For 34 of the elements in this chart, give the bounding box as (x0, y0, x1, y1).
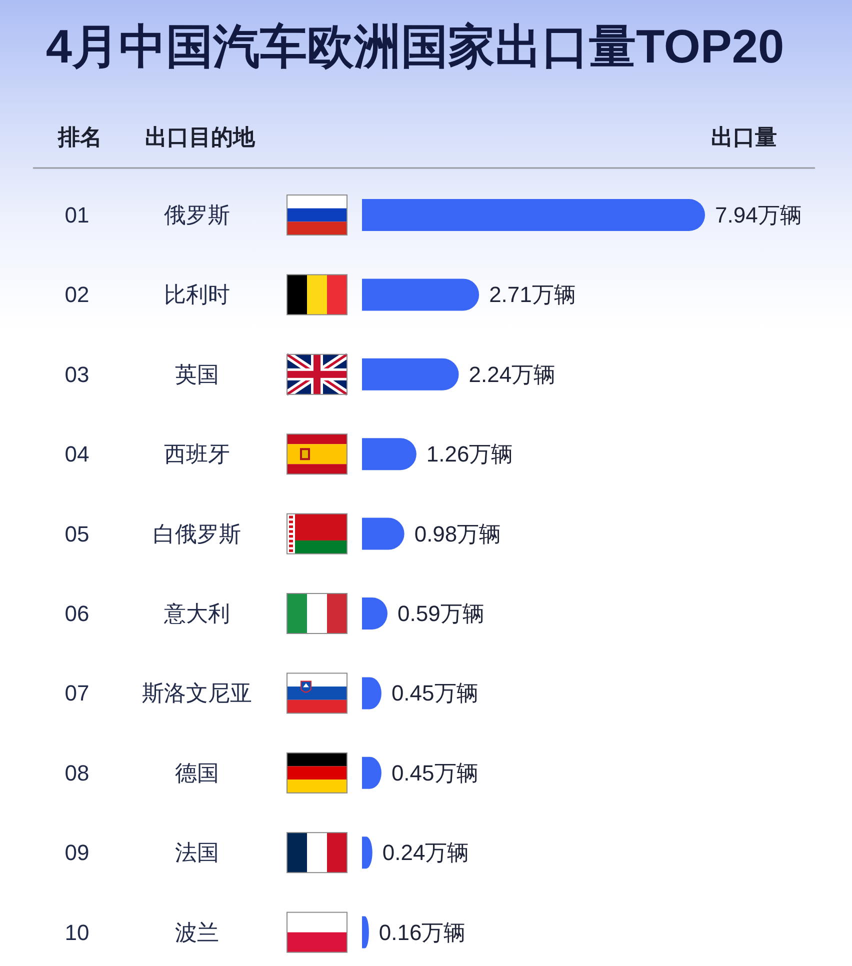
y-tick-label: 英国 (175, 362, 219, 387)
data-label: 0.45万辆 (391, 760, 478, 786)
y-axis-title: 出口目的地 (145, 124, 256, 150)
y-tick-label: 斯洛文尼亚 (142, 680, 252, 706)
data-label: 2.71万辆 (489, 282, 576, 308)
y-tick-label: 法国 (175, 840, 219, 866)
y-tick-label: 德国 (175, 760, 219, 786)
y-tick-label: 西班牙 (164, 442, 230, 467)
text: 01 (64, 202, 90, 228)
y-tick-label: 波兰 (175, 920, 219, 945)
text: 07 (64, 680, 90, 706)
y-tick-label: 白俄罗斯 (153, 521, 241, 546)
text: 08 (64, 760, 90, 786)
data-label: 0.59万辆 (397, 601, 484, 626)
text: 10 (64, 920, 90, 945)
text: 04 (64, 442, 90, 467)
text: 05 (64, 521, 90, 546)
text: 06 (64, 601, 90, 626)
text: 02 (64, 282, 90, 308)
text: 09 (64, 840, 90, 866)
data-label: 1.26万辆 (426, 442, 514, 467)
data-label: 2.24万辆 (468, 362, 556, 387)
data-label: 0.16万辆 (378, 920, 466, 945)
y-tick-label: 意大利 (163, 601, 230, 626)
y-tick-label: 俄罗斯 (164, 202, 230, 228)
data-label: 0.45万辆 (391, 680, 478, 706)
x-axis-title: 出口量 (711, 124, 777, 150)
text: 03 (64, 362, 90, 387)
data-label: 7.94万辆 (715, 202, 802, 228)
title: 4月中国汽车欧洲国家出口量TOP20 (46, 20, 784, 72)
data-label: 0.98万辆 (414, 521, 502, 546)
y-tick-label: 比利时 (164, 282, 230, 308)
text: 排名 (57, 124, 102, 150)
data-label: 0.24万辆 (382, 840, 470, 866)
